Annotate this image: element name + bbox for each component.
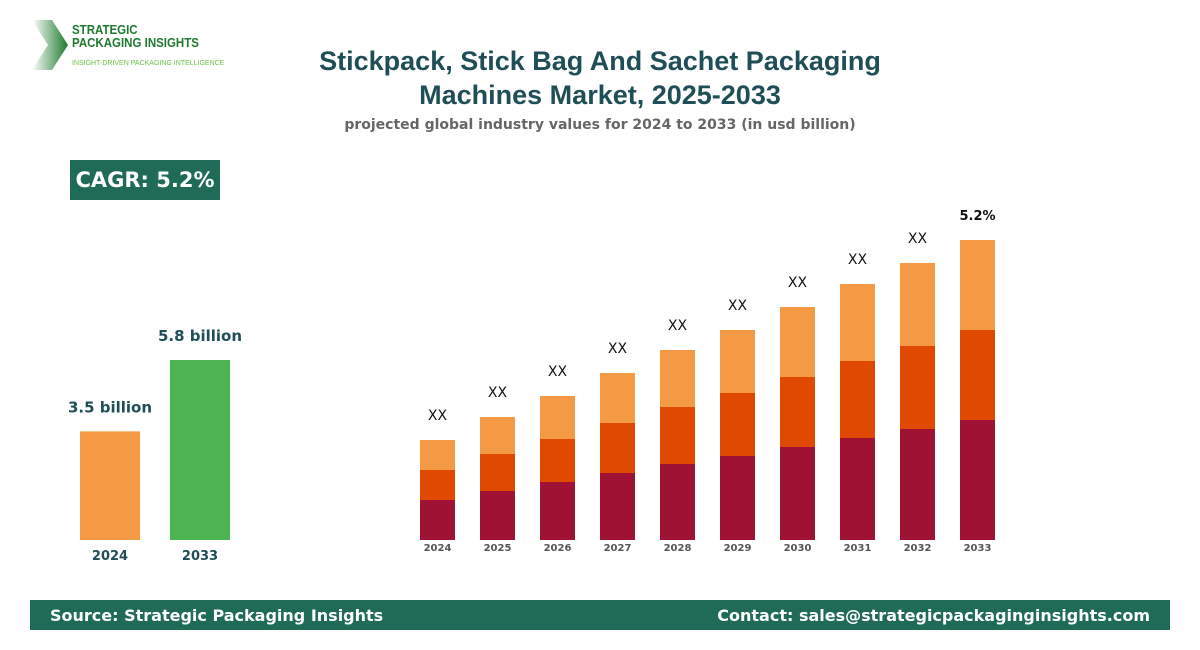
- source-text: Source: Strategic Packaging Insights: [50, 605, 384, 625]
- bar-segment-2033-0: [960, 420, 995, 540]
- chart-title: Stickpack, Stick Bag And Sachet Packagin…: [0, 44, 1200, 112]
- data-label-2025: XX: [488, 385, 508, 401]
- x-tick-2024: 2024: [92, 549, 128, 564]
- bar-segment-2028-0: [660, 464, 695, 540]
- bar-segment-2030-2: [780, 307, 815, 377]
- logo-line2: PACKAGING INSIGHTS: [72, 36, 199, 50]
- bar-segment-2024-0: [420, 500, 455, 540]
- title-line1: Stickpack, Stick Bag And Sachet Packagin…: [319, 46, 881, 76]
- x-tick-2028: 2028: [664, 543, 692, 554]
- x-tick-2030: 2030: [784, 543, 812, 554]
- bar-segment-2029-0: [720, 456, 755, 540]
- data-label-2027: XX: [608, 341, 628, 357]
- bar-segment-2032-1: [900, 346, 935, 429]
- logo-tagline: INSIGHT-DRIVEN PACKAGING INTELLIGENCE: [72, 60, 225, 67]
- bar-segment-2024-1: [420, 470, 455, 500]
- bar-segment-2027-1: [600, 423, 635, 473]
- bar-segment-2033-2: [960, 240, 995, 330]
- bar-segment-2031-2: [840, 284, 875, 361]
- footer: Source: Strategic Packaging Insights Con…: [30, 600, 1170, 630]
- data-label-2028: XX: [668, 318, 688, 334]
- bar-segment-2025-0: [480, 491, 515, 540]
- bar-segment-2026-2: [540, 396, 575, 439]
- bar-segment-2025-2: [480, 417, 515, 454]
- bar-segment-2029-2: [720, 330, 755, 393]
- x-tick-2033: 2033: [964, 543, 992, 554]
- data-label-2031: XX: [848, 252, 868, 268]
- x-tick-2033: 2033: [182, 549, 218, 564]
- bar-segment-2031-1: [840, 361, 875, 438]
- logo: STRATEGIC PACKAGING INSIGHTS INSIGHT-DRI…: [30, 18, 230, 73]
- data-label-2033: 5.8 billion: [158, 327, 242, 345]
- cagr-badge: CAGR: 5.2%: [70, 160, 220, 200]
- bar-segment-2030-0: [780, 447, 815, 540]
- x-tick-2026: 2026: [544, 543, 572, 554]
- chevron-logo-icon: [32, 20, 68, 70]
- bar-segment-2031-0: [840, 438, 875, 540]
- bar-2033: [170, 360, 230, 540]
- data-label-2026: XX: [548, 364, 568, 380]
- bar-segment-2024-2: [420, 440, 455, 470]
- bar-segment-2028-2: [660, 350, 695, 407]
- x-tick-2031: 2031: [844, 543, 872, 554]
- bar-segment-2032-2: [900, 263, 935, 346]
- data-label-2032: XX: [908, 231, 928, 247]
- x-tick-2032: 2032: [904, 543, 932, 554]
- bar-segment-2026-1: [540, 439, 575, 482]
- bar-segment-2027-2: [600, 373, 635, 423]
- x-tick-2027: 2027: [604, 543, 632, 554]
- data-label-2029: XX: [728, 298, 748, 314]
- data-label-2024: 3.5 billion: [68, 398, 152, 416]
- contact-link[interactable]: Contact: sales@strategicpackaginginsight…: [717, 605, 1150, 625]
- data-label-2033: 5.2%: [959, 209, 995, 224]
- x-tick-2029: 2029: [724, 543, 752, 554]
- data-label-2030: XX: [788, 275, 808, 291]
- bar-segment-2033-1: [960, 330, 995, 420]
- bar-segment-2027-0: [600, 473, 635, 540]
- bar-segment-2032-0: [900, 429, 935, 540]
- bar-segment-2030-1: [780, 377, 815, 447]
- bar-segment-2028-1: [660, 407, 695, 464]
- logo-line1: STRATEGIC: [72, 23, 138, 37]
- bar-segment-2029-1: [720, 393, 755, 456]
- bar-segment-2025-1: [480, 454, 515, 491]
- charts: 3.5 billion 2024 5.8 billion 2033 XX 2024 XX 20…: [68, 209, 996, 564]
- x-tick-2024: 2024: [424, 543, 452, 554]
- chart-subtitle: projected global industry values for 202…: [344, 117, 856, 133]
- bar-2024: [80, 431, 140, 540]
- x-tick-2025: 2025: [484, 543, 512, 554]
- bar-segment-2026-0: [540, 482, 575, 540]
- data-label-2024: XX: [428, 408, 448, 424]
- title-line2: Machines Market, 2025-2033: [419, 80, 781, 110]
